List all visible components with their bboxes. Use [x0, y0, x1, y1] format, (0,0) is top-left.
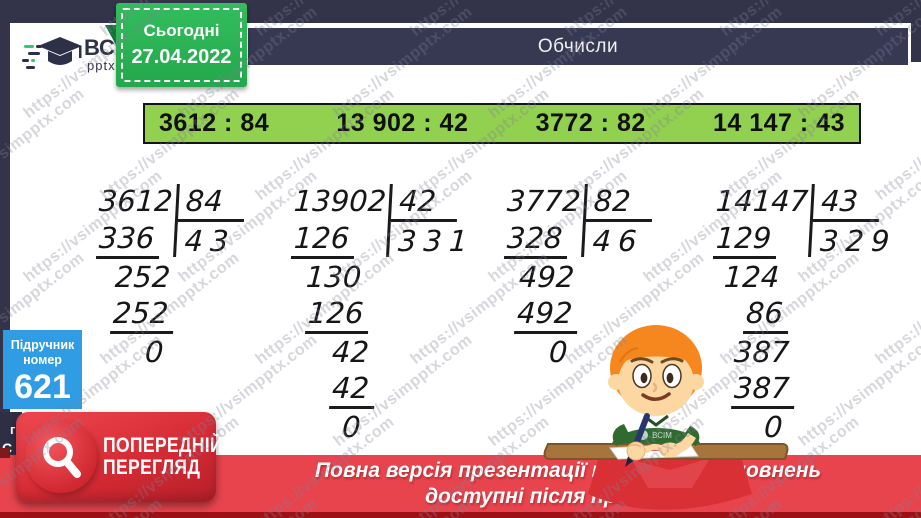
divisor: 43	[813, 184, 882, 222]
quotient: 43	[183, 224, 237, 258]
frame-left-strip	[0, 0, 10, 458]
division-step: 129	[712, 220, 779, 259]
occluded-red-fragment	[0, 448, 10, 458]
division-step: 124	[723, 260, 781, 294]
division-bracket: 43 329	[808, 184, 900, 258]
quotient: 46	[591, 224, 645, 258]
division-bracket: 84 43	[172, 184, 246, 258]
date-badge-date: 27.04.2022	[131, 46, 232, 68]
dividend: 3612	[98, 184, 174, 218]
textbook-label-1: Підручник	[10, 338, 75, 352]
division-step: 252	[110, 295, 176, 334]
magnifier-circle	[25, 421, 97, 493]
division-step: 0	[144, 335, 165, 369]
dividend: 13902	[293, 184, 388, 218]
dividend: 3772	[506, 184, 582, 218]
preview-line2: ПЕРЕГЛЯД	[103, 456, 201, 479]
division-work-13902: 13902 42 331 126 130 126 42 42 0	[281, 184, 478, 445]
division-step: 130	[305, 260, 363, 294]
cartoon-boy-writing: ВСІМ	[543, 325, 789, 510]
dividend: 14147	[715, 184, 810, 218]
textbook-number: 621	[14, 368, 71, 406]
division-step: 336	[95, 220, 162, 259]
quotient: 329	[819, 224, 898, 258]
division-step: 42	[329, 370, 376, 409]
division-step: 126	[290, 220, 357, 259]
date-badge-label: Сьогодні	[143, 21, 220, 40]
division-bracket: 82 46	[580, 184, 654, 258]
logo-sub: pptx	[87, 57, 116, 73]
problems-banner: 3612 : 84 13 902 : 42 3772 : 82 14 147 :…	[143, 103, 861, 144]
magnifier-icon	[43, 437, 81, 478]
slide-title-bar: Обчисли	[248, 28, 908, 65]
division-step: 328	[503, 220, 570, 259]
problem-2: 13 902 : 42	[336, 109, 469, 137]
svg-text:ВСІМ: ВСІМ	[652, 431, 672, 440]
divisor: 84	[177, 184, 246, 222]
textbook-number-badge: Підручник номер 621	[3, 330, 82, 409]
bottom-red-strip	[0, 512, 921, 518]
division-step: 492	[518, 260, 576, 294]
division-step: 126	[304, 295, 371, 334]
problem-3: 3772 : 82	[535, 109, 646, 137]
division-bracket: 42 331	[386, 184, 478, 258]
division-step: 0	[341, 410, 362, 444]
problem-4: 14 147 : 43	[712, 109, 845, 137]
graduation-cap-icon	[22, 37, 82, 69]
preview-badge-text: ПОПЕРЕДНІЙ ПЕРЕГЛЯД	[103, 435, 223, 479]
date-badge: Сьогодні 27.04.2022	[105, 3, 247, 87]
division-step: 42	[331, 335, 370, 369]
divisor: 42	[391, 184, 460, 222]
badge-fold	[105, 25, 116, 45]
frame-right-sliver	[911, 0, 921, 62]
divisor: 82	[585, 184, 654, 222]
division-step: 252	[114, 260, 172, 294]
textbook-label-2: номер	[23, 353, 62, 367]
page-title: Обчисли	[537, 35, 619, 57]
quotient: 331	[397, 224, 476, 258]
division-work-3612: 3612 84 43 336 252 252 0	[90, 184, 246, 370]
fragment-a: г	[10, 422, 16, 437]
preview-line1: ПОПЕРЕДНІЙ	[103, 434, 223, 457]
preview-badge[interactable]: ПОПЕРЕДНІЙ ПЕРЕГЛЯД	[16, 412, 223, 502]
problem-1: 3612 : 84	[159, 109, 270, 137]
